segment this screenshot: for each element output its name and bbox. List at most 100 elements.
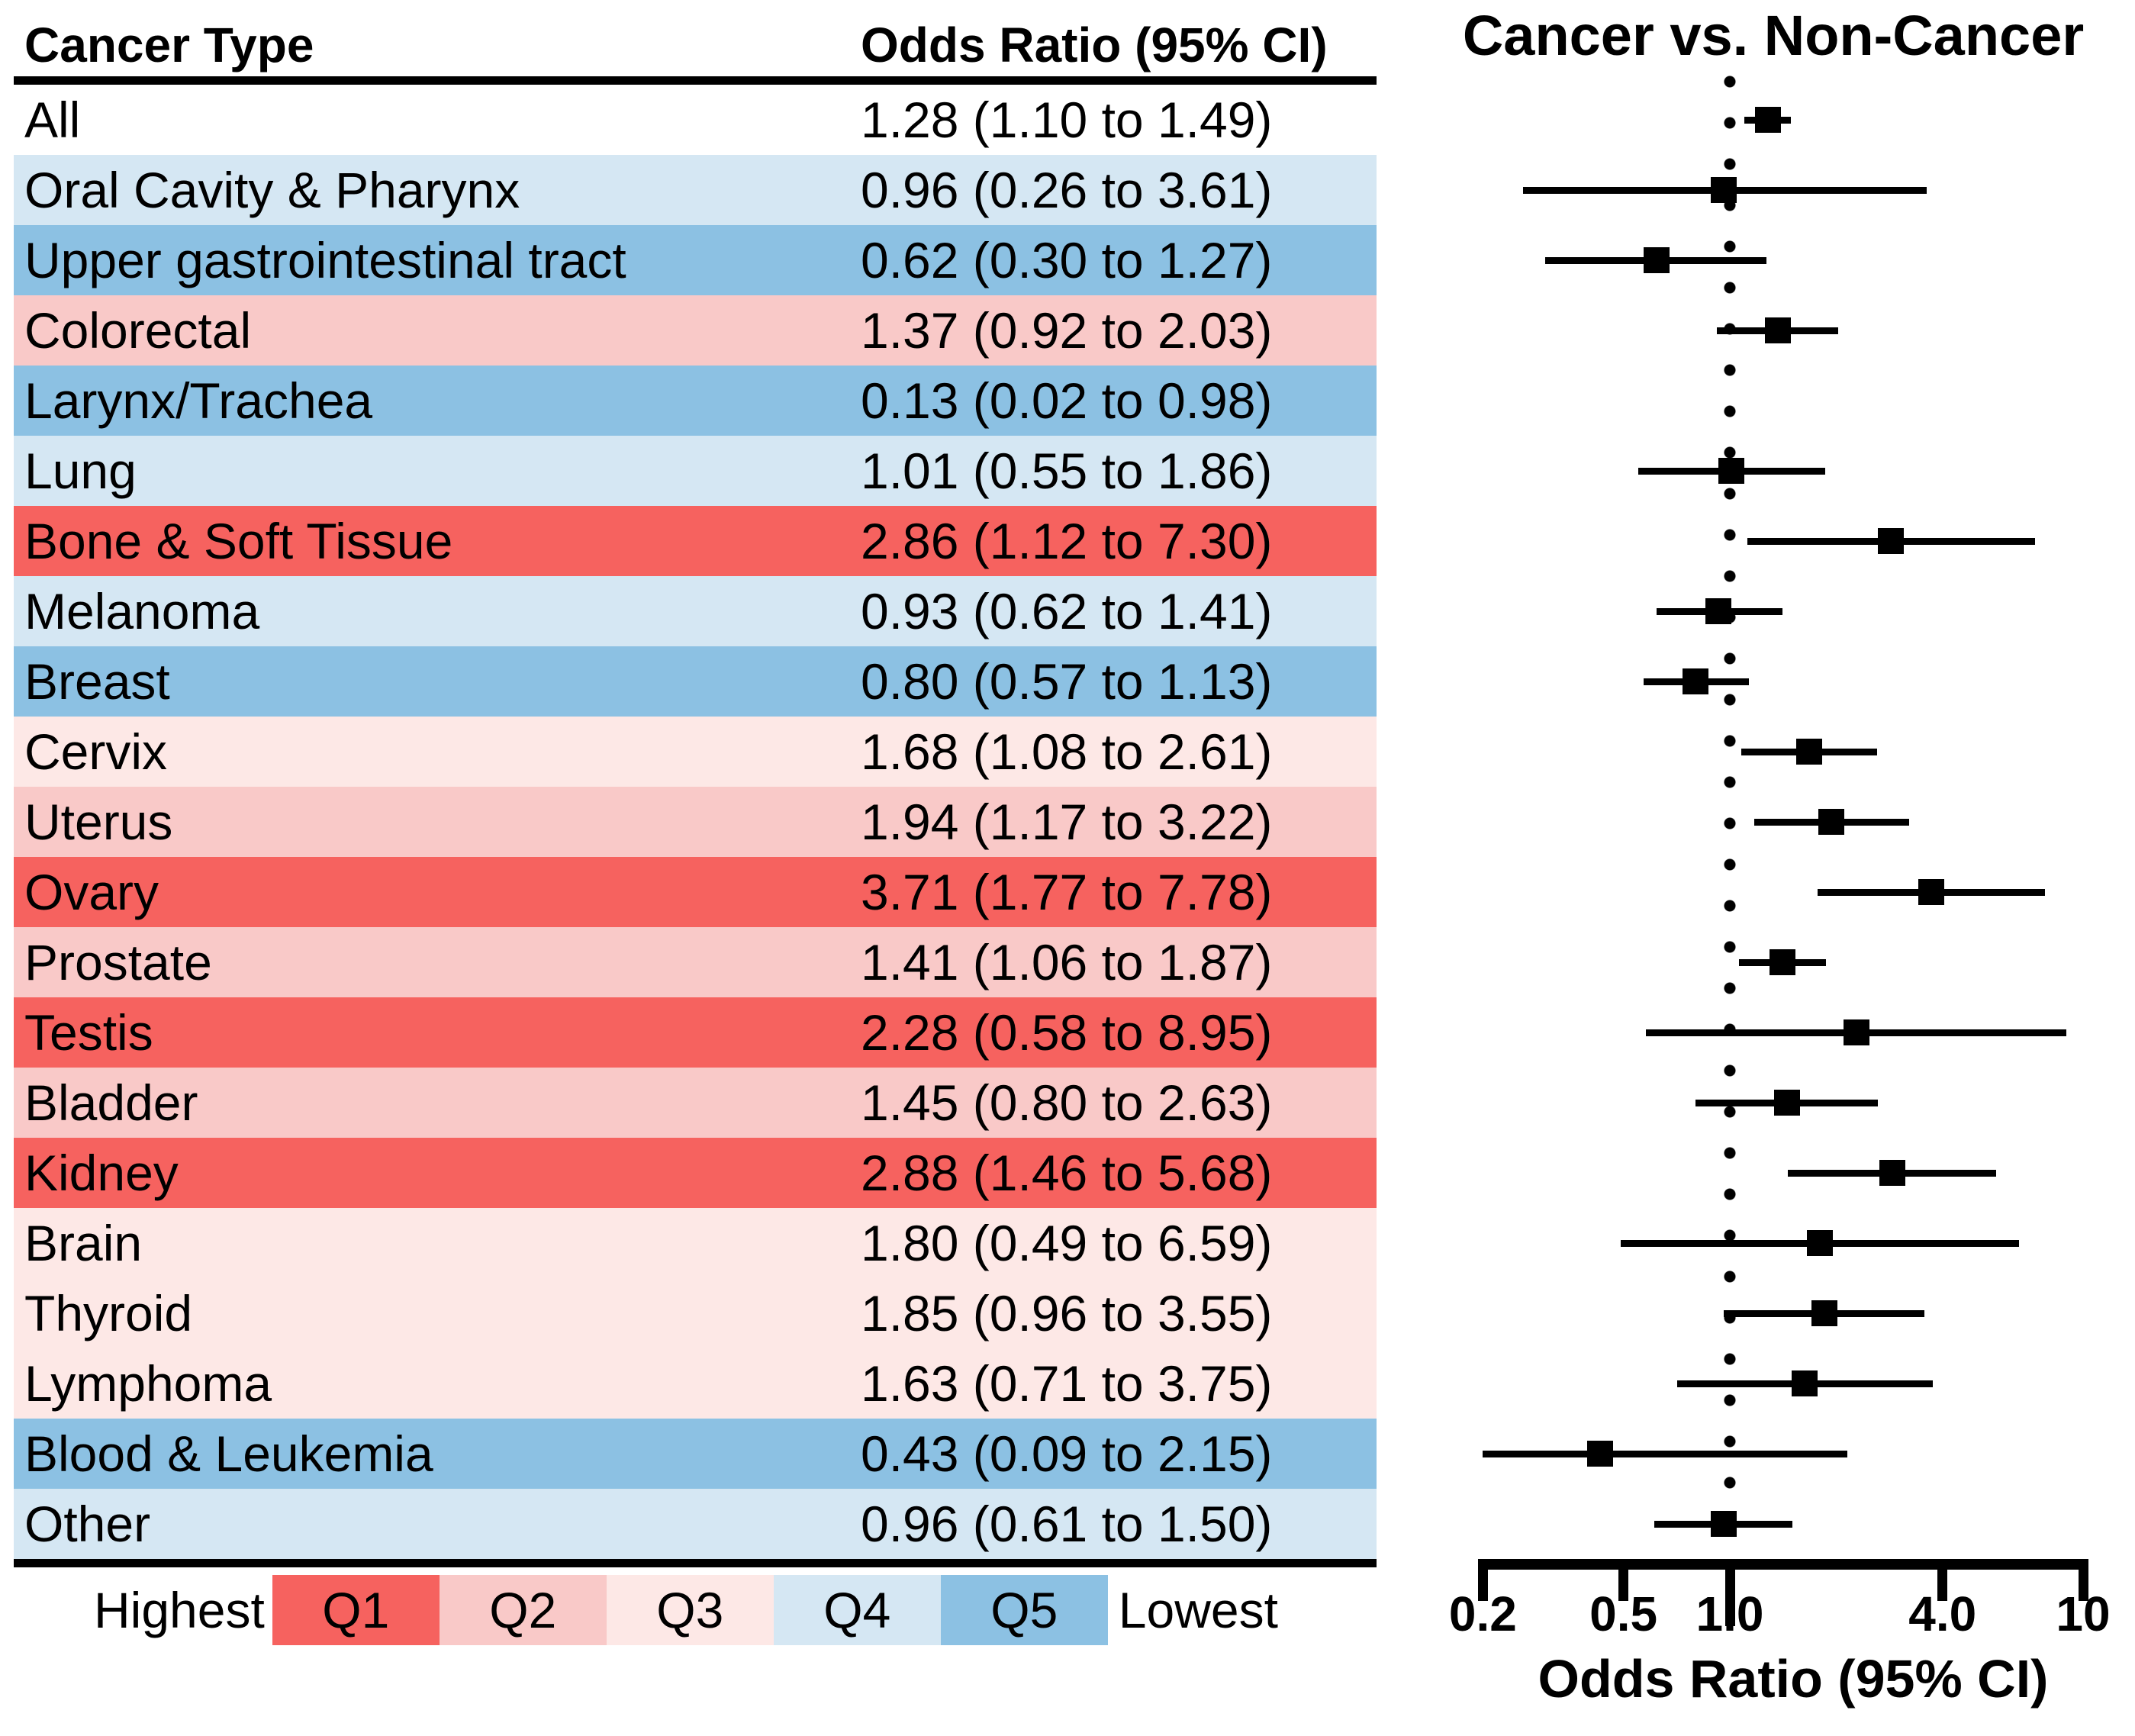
odds-ratio-value: 1.80 (0.49 to 6.59) <box>861 1215 1273 1271</box>
forest-point <box>1765 317 1792 343</box>
forest-point <box>1918 879 1944 905</box>
cancer-type-label: Melanoma <box>24 583 260 639</box>
forest-point <box>1710 177 1737 203</box>
odds-ratio-value: 1.28 (1.10 to 1.49) <box>861 92 1273 148</box>
odds-ratio-value: 0.96 (0.61 to 1.50) <box>861 1496 1273 1552</box>
table-row: Breast 0.80 (0.57 to 1.13) <box>14 646 1377 717</box>
table-row: Bladder 1.45 (0.80 to 2.63) <box>14 1068 1377 1138</box>
column-header-odds-ratio: Odds Ratio (95% CI) <box>861 18 1328 72</box>
forest-point <box>1807 1230 1834 1256</box>
odds-ratio-value: 1.45 (0.80 to 2.63) <box>861 1074 1273 1131</box>
cancer-type-label: Thyroid <box>24 1285 193 1341</box>
cancer-type-label: Bone & Soft Tissue <box>24 513 453 569</box>
table-row: Bone & Soft Tissue 2.86 (1.12 to 7.30) <box>14 506 1377 576</box>
table-row: Lymphoma 1.63 (0.71 to 3.75) <box>14 1348 1377 1419</box>
table-row: Ovary 3.71 (1.77 to 7.78) <box>14 857 1377 927</box>
legend-highest-label: Highest <box>94 1582 265 1638</box>
table-row: Kidney 2.88 (1.46 to 5.68) <box>14 1138 1377 1208</box>
table-row: Colorectal 1.37 (0.92 to 2.03) <box>14 295 1377 366</box>
x-axis-tick-0.2 <box>1477 1559 1488 1601</box>
forest-point <box>1811 1300 1837 1326</box>
forest-point <box>1587 1441 1614 1467</box>
cancer-type-label: Cervix <box>24 723 168 780</box>
x-axis-line <box>1483 1559 2084 1570</box>
odds-ratio-value: 1.68 (1.08 to 2.61) <box>861 723 1273 780</box>
cancer-table: Cancer Type Odds Ratio (95% CI) All 1.28… <box>14 6 1377 1647</box>
forest-point <box>1773 1090 1800 1116</box>
odds-ratio-value: 0.62 (0.30 to 1.27) <box>861 232 1273 288</box>
odds-ratio-value: 0.93 (0.62 to 1.41) <box>861 583 1273 639</box>
legend-quintile-q3: Q3 <box>606 1575 774 1645</box>
odds-ratio-value: 1.63 (0.71 to 3.75) <box>861 1355 1273 1412</box>
forest-point <box>1818 809 1845 835</box>
table-row: Melanoma 0.93 (0.62 to 1.41) <box>14 576 1377 646</box>
forest-point <box>1754 107 1781 133</box>
cancer-type-label: Lung <box>24 443 137 499</box>
legend-quintile-q5: Q5 <box>940 1575 1108 1645</box>
table-bottom-rule <box>14 1559 1377 1567</box>
column-header-cancer-type: Cancer Type <box>24 18 314 72</box>
odds-ratio-value: 3.71 (1.77 to 7.78) <box>861 864 1273 920</box>
table-row: Prostate 1.41 (1.06 to 1.87) <box>14 927 1377 997</box>
x-axis-tick-0.5 <box>1618 1559 1629 1601</box>
reference-line-or-1 <box>1722 61 1737 1559</box>
quintile-legend: Highest Q1 Q2 Q3 Q4 Q5 Lowest <box>14 1573 1377 1647</box>
forest-point <box>1710 1511 1737 1537</box>
table-row: Lung 1.01 (0.55 to 1.86) <box>14 436 1377 506</box>
forest-point <box>1770 949 1796 975</box>
odds-ratio-value: 0.43 (0.09 to 2.15) <box>861 1425 1273 1482</box>
cancer-type-label: Breast <box>24 653 170 710</box>
cancer-type-label: Colorectal <box>24 302 252 359</box>
odds-ratio-value: 2.86 (1.12 to 7.30) <box>861 513 1273 569</box>
x-axis-tick-label-4.0: 4.0 <box>1908 1586 1977 1641</box>
forest-plot-title: Cancer vs. Non-Cancer <box>1462 4 2085 67</box>
x-axis-tick-label-0.2: 0.2 <box>1448 1586 1517 1641</box>
table-row: Other 0.96 (0.61 to 1.50) <box>14 1489 1377 1559</box>
odds-ratio-value: 1.01 (0.55 to 1.86) <box>861 443 1273 499</box>
cancer-type-label: Other <box>24 1496 151 1552</box>
odds-ratio-value: 2.28 (0.58 to 8.95) <box>861 1004 1273 1061</box>
x-axis-title: Odds Ratio (95% CI) <box>1538 1649 2049 1709</box>
odds-ratio-value: 0.80 (0.57 to 1.13) <box>861 653 1273 710</box>
forest-point <box>1683 668 1709 694</box>
forest-plot: Cancer vs. Non-Cancer 0.2 0.5 1.0 4.0 10 Odd… <box>1412 0 2135 1736</box>
table-row: Oral Cavity & Pharynx 0.96 (0.26 to 3.61… <box>14 155 1377 225</box>
forest-point <box>1843 1019 1869 1045</box>
x-axis-tick-4.0 <box>1937 1559 1948 1601</box>
cancer-type-label: Upper gastrointestinal tract <box>24 232 626 288</box>
cancer-type-label: Uterus <box>24 794 173 850</box>
table-row: Cervix 1.68 (1.08 to 2.61) <box>14 717 1377 787</box>
forest-point <box>1878 528 1905 554</box>
cancer-type-label: Prostate <box>24 934 212 990</box>
cancer-type-label: Brain <box>24 1215 143 1271</box>
cancer-type-label: All <box>24 92 81 148</box>
cancer-type-label: Larynx/Trachea <box>24 372 373 429</box>
legend-quintile-q1: Q1 <box>272 1575 440 1645</box>
cancer-type-label: Blood & Leukemia <box>24 1425 433 1482</box>
x-axis-tick-label-0.5: 0.5 <box>1589 1586 1658 1641</box>
cancer-type-label: Kidney <box>24 1145 179 1201</box>
table-row: Brain 1.80 (0.49 to 6.59) <box>14 1208 1377 1278</box>
x-axis-tick-label-1.0: 1.0 <box>1695 1586 1764 1641</box>
table-row: Upper gastrointestinal tract 0.62 (0.30 … <box>14 225 1377 295</box>
cancer-type-label: Oral Cavity & Pharynx <box>24 162 520 218</box>
odds-ratio-value: 0.96 (0.26 to 3.61) <box>861 162 1273 218</box>
forest-point <box>1792 1370 1818 1396</box>
legend-lowest-label: Lowest <box>1118 1582 1278 1638</box>
forest-point <box>1879 1160 1905 1186</box>
table-row: Larynx/Trachea 0.13 (0.02 to 0.98) <box>14 366 1377 436</box>
cancer-type-label: Ovary <box>24 864 159 920</box>
odds-ratio-value: 0.13 (0.02 to 0.98) <box>861 372 1273 429</box>
table-header-row: Cancer Type Odds Ratio (95% CI) <box>14 6 1377 85</box>
forest-point <box>1643 247 1670 273</box>
cancer-type-label: Bladder <box>24 1074 198 1131</box>
legend-quintile-boxes: Q1 Q2 Q3 Q4 Q5 <box>272 1575 1108 1645</box>
forest-ci-line <box>1483 1450 1847 1457</box>
legend-quintile-q2: Q2 <box>439 1575 607 1645</box>
table-rows: All 1.28 (1.10 to 1.49) Oral Cavity & Ph… <box>14 85 1377 1559</box>
cancer-type-label: Testis <box>24 1004 153 1061</box>
table-row: Testis 2.28 (0.58 to 8.95) <box>14 997 1377 1068</box>
odds-ratio-value: 1.85 (0.96 to 3.55) <box>861 1285 1273 1341</box>
cancer-type-label: Lymphoma <box>24 1355 272 1412</box>
legend-quintile-q4: Q4 <box>773 1575 941 1645</box>
